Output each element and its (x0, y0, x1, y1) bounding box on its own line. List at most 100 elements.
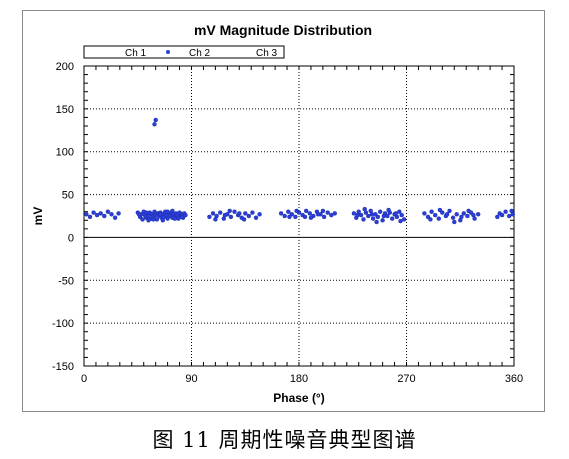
y-axis-label: mV (31, 207, 45, 226)
data-point (355, 212, 360, 218)
data-point (370, 216, 376, 221)
data-point (437, 207, 443, 213)
legend-marker-ch2 (166, 50, 170, 54)
data-point (91, 210, 96, 215)
data-point (153, 117, 158, 123)
data-point (105, 209, 111, 214)
data-point (358, 212, 364, 218)
legend-item-ch1: Ch 1 (125, 48, 147, 59)
data-point (332, 211, 337, 216)
data-point (329, 212, 334, 218)
data-point (433, 212, 438, 218)
data-point (510, 212, 515, 217)
data-point (87, 214, 93, 220)
data-point (241, 217, 247, 222)
data-point (165, 209, 170, 214)
data-point (227, 208, 232, 214)
data-point (362, 206, 367, 212)
data-point (109, 212, 114, 217)
data-point (401, 217, 407, 222)
y-tick-label: 150 (56, 104, 74, 116)
x-tick-label: 0 (81, 373, 87, 385)
data-point (172, 216, 178, 221)
data-point (375, 214, 380, 220)
data-point (471, 212, 476, 218)
data-point (152, 122, 157, 127)
x-tick-label: 360 (505, 373, 523, 385)
data-point (454, 212, 459, 217)
data-point (217, 210, 223, 215)
data-point (381, 213, 386, 219)
data-point (257, 212, 262, 217)
data-point (461, 211, 466, 216)
data-point (503, 209, 508, 214)
y-tick-label: 200 (56, 61, 74, 73)
data-point (250, 210, 255, 215)
data-point (447, 208, 452, 214)
data-point (476, 212, 481, 217)
data-point (151, 217, 156, 222)
data-point (136, 212, 142, 217)
data-point (465, 213, 470, 219)
data-point (102, 213, 107, 219)
x-tick-label: 90 (185, 373, 197, 385)
data-point (294, 208, 299, 214)
data-point (374, 219, 379, 225)
data-point (179, 214, 185, 220)
data-point (422, 211, 427, 216)
x-axis-label: Phase (°) (273, 391, 324, 405)
data-point (429, 209, 434, 214)
y-tick-label: 50 (62, 190, 74, 202)
data-point (308, 215, 314, 220)
data-point (450, 215, 456, 220)
data-point (286, 209, 291, 214)
data-point (385, 213, 390, 219)
data-point (243, 211, 248, 216)
data-point (228, 214, 234, 220)
grid (84, 66, 514, 366)
data-point (361, 217, 366, 222)
data-point (444, 212, 450, 217)
data-point (315, 212, 321, 217)
axis-ticks: 0 90 180 270 360 200 150 100 50 0 -50 -100 -150 (52, 61, 523, 385)
data-point (146, 218, 151, 223)
data-point (390, 216, 395, 221)
data-point (210, 211, 216, 216)
data-point (369, 212, 375, 217)
x-tick-label: 180 (290, 373, 308, 385)
data-point (246, 213, 252, 219)
data-point (84, 212, 89, 217)
data-point (237, 211, 242, 216)
figure-caption: 图 11 周期性噪音典型图谱 (152, 428, 417, 452)
data-point (112, 215, 118, 220)
data-point (398, 218, 403, 224)
data-point (158, 212, 163, 217)
y-tick-label: 100 (56, 147, 74, 159)
data-point (320, 208, 326, 214)
data-point (160, 218, 166, 223)
legend-item-ch3: Ch 3 (256, 48, 278, 59)
data-point (293, 214, 298, 220)
data-point (302, 214, 308, 220)
data-point (183, 212, 188, 218)
data-point (213, 217, 218, 222)
data-point (397, 209, 402, 214)
data-point (140, 217, 145, 222)
data-point (94, 212, 100, 218)
data-point (436, 216, 441, 221)
data-point (143, 210, 149, 215)
data-point (207, 214, 212, 220)
chart: mV Magnitude Distribution Ch 1 Ch 2 Ch 3… (31, 22, 523, 405)
data-point (351, 211, 357, 216)
data-point (307, 211, 312, 216)
data-point (452, 219, 457, 225)
data-point (399, 212, 404, 218)
data-point (386, 207, 391, 213)
y-tick-label: -100 (52, 318, 74, 330)
data-point (282, 213, 287, 219)
data-point (232, 209, 237, 214)
legend-item-ch2: Ch 2 (189, 48, 211, 59)
data-point (325, 210, 330, 215)
data-point (366, 213, 371, 219)
x-tick-label: 270 (397, 373, 415, 385)
